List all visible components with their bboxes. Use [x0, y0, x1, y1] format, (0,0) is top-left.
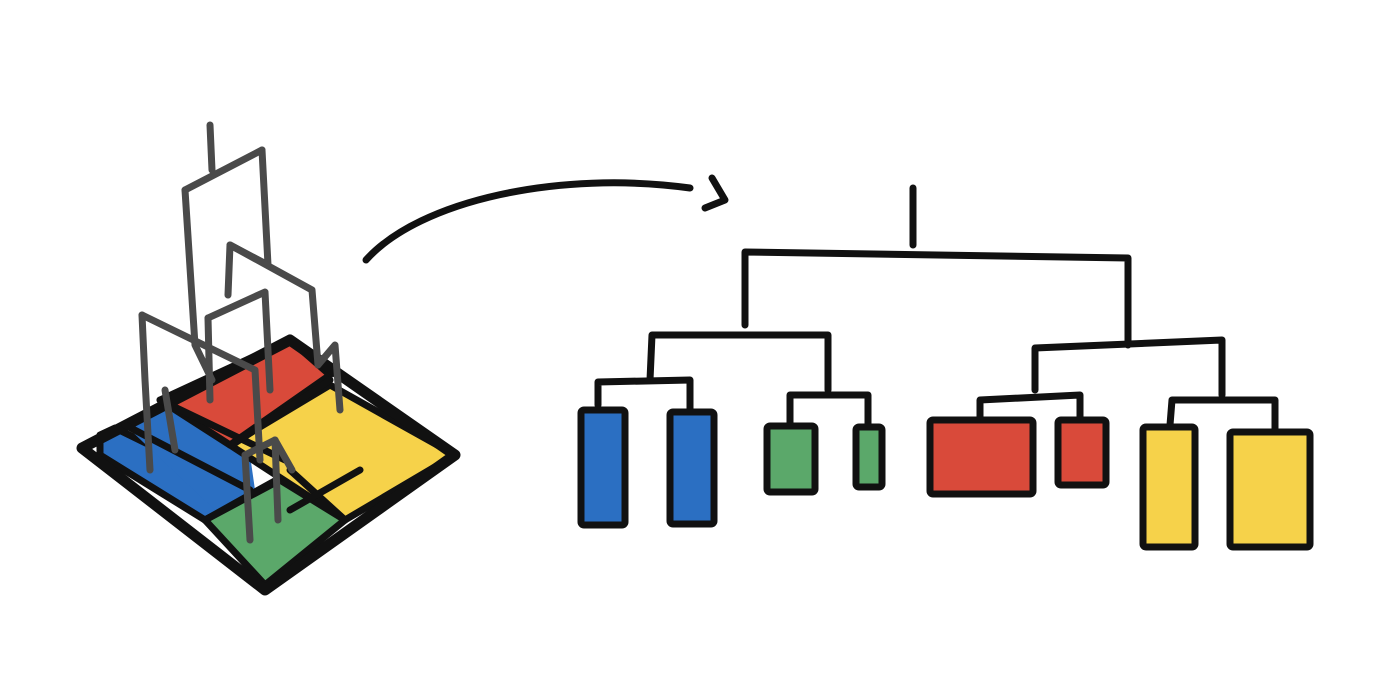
- map-divider-2: [156, 396, 289, 464]
- tree-3d-red-leaf: [204, 314, 214, 404]
- map-divider-3: [228, 376, 334, 449]
- dendrogram-leaves: [577, 406, 1314, 551]
- dendrogram-lines: [594, 184, 1279, 436]
- isometric-map: [76, 334, 461, 596]
- tree-3d-green-leaf-2: [271, 436, 282, 524]
- dendro-left-bar: [646, 331, 832, 394]
- map-divider-4: [201, 474, 284, 524]
- dendro-yellow-bar: [1166, 396, 1279, 436]
- tree-3d-right-leaf: [314, 341, 344, 414]
- tree-3d-sub-right: [226, 241, 322, 369]
- leaf-green-2: [852, 423, 886, 491]
- dendro-top-bar: [741, 248, 1132, 349]
- leaf-yellow-1: [1139, 423, 1199, 551]
- map-divider-6: [286, 466, 364, 514]
- tree-3d-left-branch: [138, 311, 264, 464]
- leaf-red-1: [926, 416, 1037, 498]
- dendro-right-bar: [1031, 336, 1226, 399]
- tree-3d-sub-mid: [204, 288, 274, 394]
- dendro-red-bar: [976, 391, 1084, 424]
- tree-3d-blue-leaf: [161, 386, 179, 454]
- tree-3d: [138, 121, 344, 544]
- tree-3d-green-leaf-1: [241, 451, 254, 544]
- map-border: [76, 334, 461, 596]
- tree-3d-trunk: [206, 121, 216, 174]
- leaf-yellow-2: [1226, 428, 1314, 551]
- leaf-blue-2: [666, 408, 718, 528]
- curved-arrow-right-icon: [362, 174, 729, 264]
- leaf-blue-1: [577, 406, 629, 529]
- dendro-blue-bar: [594, 376, 694, 414]
- leaf-red-2: [1054, 416, 1110, 489]
- leaf-green-1: [763, 422, 819, 496]
- tree-3d-right-drop: [224, 146, 272, 299]
- tree-3d-top-bar: [181, 146, 266, 194]
- tree-3d-left-leaf: [138, 311, 154, 474]
- dendro-green-bar: [786, 391, 872, 429]
